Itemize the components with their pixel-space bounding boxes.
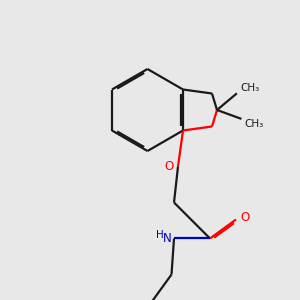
Text: O: O bbox=[240, 211, 249, 224]
Text: H: H bbox=[156, 230, 164, 241]
Text: CH₃: CH₃ bbox=[244, 119, 264, 129]
Text: N: N bbox=[163, 232, 172, 245]
Text: O: O bbox=[164, 160, 174, 173]
Text: CH₃: CH₃ bbox=[240, 83, 259, 93]
